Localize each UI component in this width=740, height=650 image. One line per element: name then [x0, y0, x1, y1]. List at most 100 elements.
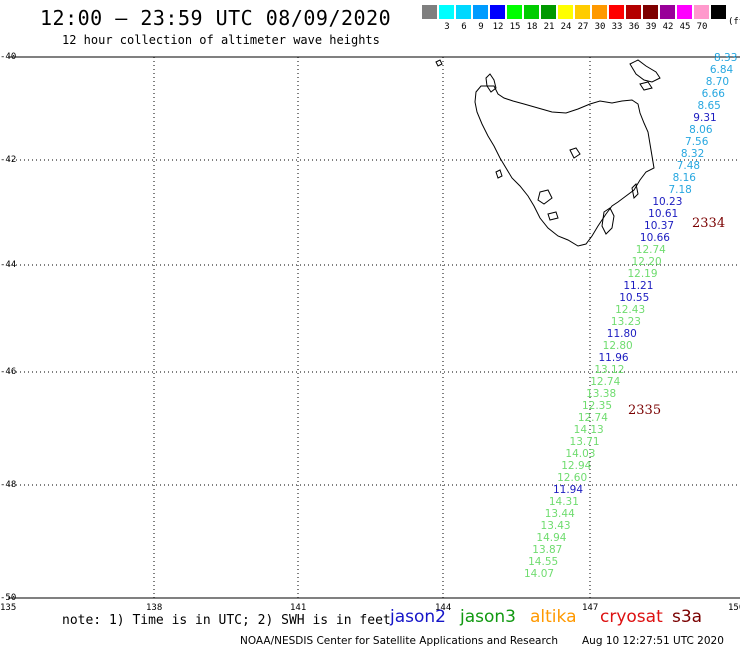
scale-swatch — [473, 5, 488, 19]
latitude-tick-label: -48 — [0, 480, 17, 490]
wave-height-label: 9.31 — [693, 112, 717, 124]
satellite-legend-item: s3a — [672, 607, 703, 627]
scale-swatch — [643, 5, 658, 19]
wave-height-label: 14.55 — [528, 556, 559, 568]
lake-gordon — [537, 189, 553, 205]
scale-swatch — [524, 5, 539, 19]
maria-island — [631, 182, 639, 200]
map-title: 12:00 – 23:59 UTC 08/09/2020 — [40, 6, 392, 30]
satellite-legend-item: cryosat — [600, 607, 663, 627]
satellite-legend-item: jason2 — [390, 607, 446, 627]
scale-swatch — [575, 5, 590, 19]
wave-height-label: 12.43 — [615, 304, 646, 316]
wave-height-label: 12.60 — [557, 472, 588, 484]
scale-swatch — [626, 5, 641, 19]
wave-height-label: 12.74 — [635, 244, 666, 256]
scale-tick-label: 9 — [478, 22, 484, 32]
scale-swatch — [660, 5, 675, 19]
wave-height-label: 13.71 — [569, 436, 600, 448]
longitude-tick-label: 141 — [290, 603, 307, 613]
lake-pedder — [547, 211, 559, 221]
scale-swatch — [558, 5, 573, 19]
wave-height-label: 12.35 — [581, 400, 613, 412]
wave-height-label: 7.56 — [685, 136, 709, 148]
wave-height-label: 14.13 — [573, 424, 604, 436]
wave-height-label: 14.31 — [548, 496, 579, 508]
flinders-island — [629, 59, 661, 83]
scale-tick-label: 21 — [543, 22, 555, 32]
wave-height-label: 12.94 — [561, 460, 592, 472]
cape-barren-island — [639, 81, 653, 91]
wave-height-label: 13.12 — [594, 364, 625, 376]
wave-height-label: 6.66 — [701, 88, 725, 100]
latitude-tick-label: -42 — [0, 155, 17, 165]
scale-swatch — [694, 5, 709, 19]
wave-height-label: 12.74 — [577, 412, 608, 424]
wave-height-label: 8.70 — [705, 76, 730, 88]
footer-credit: NOAA/NESDIS Center for Satellite Applica… — [240, 635, 558, 647]
scale-tick-label: 6 — [461, 22, 467, 32]
wave-height-label: 6.84 — [709, 64, 734, 76]
scale-tick-label: 33 — [611, 22, 623, 32]
satellite-legend-item: altika — [530, 607, 577, 627]
wave-height-label: 13.38 — [586, 388, 617, 400]
map-subtitle: 12 hour collection of altimeter wave hei… — [62, 33, 380, 47]
scale-tick-label: 42 — [662, 22, 674, 32]
longitude-tick-label: 138 — [146, 603, 163, 613]
wave-height-label: 8.32 — [680, 148, 705, 160]
scale-swatch — [609, 5, 624, 19]
scale-swatch — [541, 5, 556, 19]
wave-height-label: 12.80 — [602, 340, 633, 352]
wave-height-label: 10.61 — [648, 208, 679, 220]
scale-swatch — [439, 5, 454, 19]
tasmania-mainland — [474, 85, 655, 247]
footer-timestamp: Aug 10 12:27:51 UTC 2020 — [582, 635, 724, 647]
wave-height-label: 8.06 — [689, 124, 713, 136]
scale-swatch — [456, 5, 471, 19]
wave-height-label: 10.66 — [639, 232, 670, 244]
small-island-2 — [495, 169, 503, 179]
scale-swatch — [422, 5, 437, 19]
wave-height-label: 11.21 — [623, 280, 654, 292]
longitude-tick-label: 135 — [0, 603, 17, 613]
scale-tick-label: 12 — [492, 22, 504, 32]
wave-height-label: 12.74 — [590, 376, 621, 388]
pass-label: 2334 — [692, 216, 726, 231]
scale-tick-label: 15 — [509, 22, 521, 32]
satellite-legend-item: jason3 — [460, 607, 516, 627]
latitude-tick-label: -44 — [0, 260, 17, 270]
pass-label: 2335 — [628, 403, 662, 418]
longitude-tick-label: 150 — [728, 603, 740, 613]
wave-height-label: 11.96 — [598, 352, 629, 364]
wave-height-label: 14.07 — [524, 568, 555, 580]
scale-swatch — [507, 5, 522, 19]
wave-height-label: 8.65 — [697, 100, 721, 112]
wave-height-label: 14.03 — [565, 448, 596, 460]
wave-height-label: 10.23 — [652, 196, 683, 208]
scale-swatch — [677, 5, 692, 19]
scale-tick-label: 39 — [645, 22, 657, 32]
scale-tick-label: 36 — [628, 22, 640, 32]
scale-tick-label: 30 — [594, 22, 606, 32]
longitude-tick-label: 147 — [582, 603, 599, 613]
wave-height-label: 8.16 — [672, 172, 696, 184]
wave-height-label: 14.94 — [536, 532, 567, 544]
map-frame — [8, 56, 740, 599]
wave-height-label: 10.55 — [619, 292, 650, 304]
footer-note: note: 1) Time is in UTC; 2) SWH is in fe… — [62, 613, 391, 628]
wave-height-label: 12.19 — [627, 268, 658, 280]
king-island — [485, 73, 497, 93]
wave-height-label: 13.23 — [610, 316, 641, 328]
latitude-tick-label: -40 — [0, 52, 17, 62]
wave-height-label: 13.43 — [540, 520, 571, 532]
scale-tick-label: 45 — [679, 22, 691, 32]
bruny-island — [601, 207, 615, 235]
scale-swatch — [592, 5, 607, 19]
scale-swatch — [711, 5, 726, 19]
scale-tick-label: 24 — [560, 22, 572, 32]
scale-tick-label: 3 — [444, 22, 450, 32]
small-island-1 — [435, 59, 443, 67]
lake-great — [569, 147, 581, 159]
wave-height-label: 11.94 — [552, 484, 584, 496]
longitude-tick-label: 144 — [435, 603, 452, 613]
